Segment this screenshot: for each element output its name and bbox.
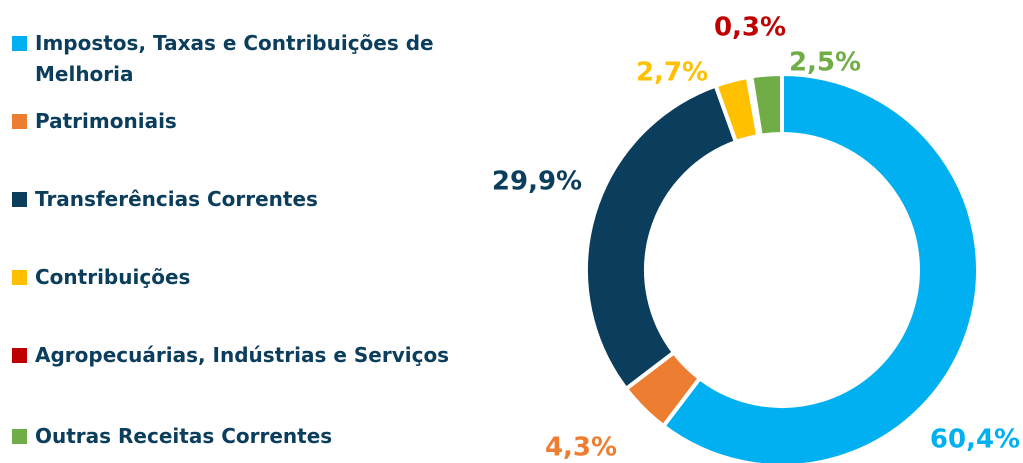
legend-label: Agropecuárias, Indústrias e Serviços <box>35 343 450 367</box>
legend-label: Contribuições <box>35 265 191 289</box>
legend-swatch <box>12 36 27 51</box>
data-label: 4,3% <box>545 433 617 463</box>
legend-swatch <box>12 114 27 129</box>
legend-swatch <box>12 270 27 285</box>
legend-item: Contribuições <box>12 262 485 293</box>
data-label: 2,5% <box>789 48 861 78</box>
data-label: 0,3% <box>714 13 786 43</box>
legend-item: Patrimoniais <box>12 106 485 137</box>
donut-slice <box>660 71 980 463</box>
legend-item: Outras Receitas Correntes <box>12 421 485 452</box>
donut-slice <box>584 83 739 392</box>
legend-swatch <box>12 348 27 363</box>
legend-label: Outras Receitas Correntes <box>35 424 333 448</box>
legend-swatch <box>12 192 27 207</box>
donut-slice <box>749 71 784 138</box>
legend-label: Impostos, Taxas e Contribuições de Melho… <box>35 31 434 86</box>
legend-label: Patrimoniais <box>35 109 177 133</box>
data-label: 29,9% <box>492 167 582 197</box>
legend-item: Agropecuárias, Indústrias e Serviços <box>12 340 485 371</box>
legend-item: Transferências Correntes <box>12 184 485 215</box>
legend-label: Transferências Correntes <box>35 187 318 211</box>
legend-item: Impostos, Taxas e Contribuições de Melho… <box>12 28 485 90</box>
legend-swatch <box>12 429 27 444</box>
data-label: 60,4% <box>930 425 1020 455</box>
data-label: 2,7% <box>636 58 708 88</box>
